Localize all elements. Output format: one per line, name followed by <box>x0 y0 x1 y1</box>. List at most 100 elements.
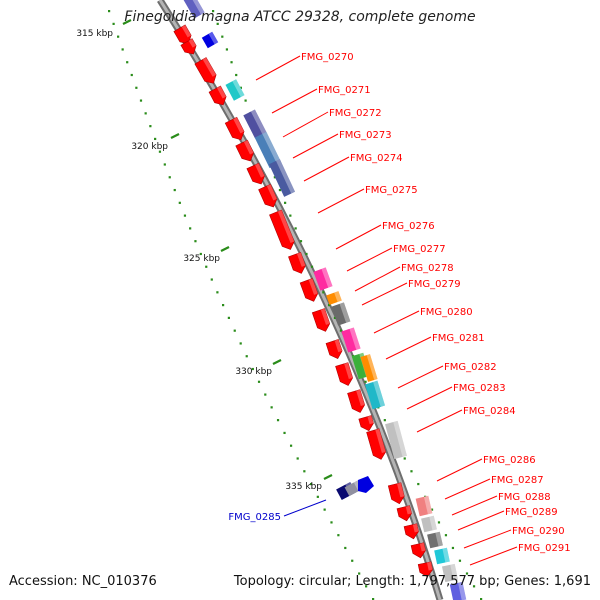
leader-line <box>406 386 453 410</box>
gene-label-fmg-0278[interactable]: FMG_0278 <box>354 263 454 292</box>
guide-dot <box>465 572 469 575</box>
gene-label-text: FMG_0290 <box>512 526 565 537</box>
feature-block <box>201 31 219 49</box>
topology-text: Topology: circular; Length: 1,797,577 bp… <box>233 574 591 589</box>
feature-block <box>243 109 267 139</box>
leader-line <box>416 409 463 433</box>
guide-dot <box>199 252 202 256</box>
guide-dot <box>163 163 166 166</box>
guide-dot <box>117 35 120 38</box>
guide-dot <box>126 61 129 64</box>
gene-label-text: FMG_0289 <box>505 507 558 518</box>
forward-gene-arrow <box>311 308 331 332</box>
gene-label-text: FMG_0271 <box>318 85 371 96</box>
leader-line <box>444 478 491 500</box>
guide-dot <box>337 534 340 537</box>
feature-block <box>254 131 282 169</box>
gene-label-fmg-0287[interactable]: FMG_0287 <box>444 475 544 500</box>
leader-line <box>397 365 444 389</box>
guide-dot <box>430 508 434 511</box>
feature-block <box>183 0 205 19</box>
gene-label-fmg-0274[interactable]: FMG_0274 <box>303 153 403 182</box>
kbp-tick <box>272 359 282 365</box>
gene-label-fmg-0273[interactable]: FMG_0273 <box>292 130 392 159</box>
gene-label-fmg-0277[interactable]: FMG_0277 <box>346 244 446 272</box>
leader-line <box>469 546 518 566</box>
gene-label-fmg-0280[interactable]: FMG_0280 <box>373 307 473 334</box>
guide-dot <box>264 393 267 396</box>
guide-dot <box>257 380 261 383</box>
guide-dot <box>358 572 361 575</box>
gene-label-text: FMG_0288 <box>498 492 551 503</box>
guide-dot <box>121 48 124 51</box>
gene-label-text: FMG_0283 <box>453 383 506 394</box>
guide-dot <box>296 457 299 460</box>
gene-label-fmg-0291[interactable]: FMG_0291 <box>469 543 571 566</box>
gene-label-fmg-0288[interactable]: FMG_0288 <box>451 492 551 516</box>
guide-dot <box>330 521 333 524</box>
forward-gene-arrow <box>246 162 265 185</box>
gene-label-fmg-0272[interactable]: FMG_0272 <box>282 108 382 138</box>
forward-gene-arrow <box>173 24 192 45</box>
guide-dot <box>173 188 176 192</box>
gene-label-fmg-0282[interactable]: FMG_0282 <box>397 362 497 389</box>
leader-line <box>282 111 329 138</box>
guide-dot <box>251 367 254 371</box>
gene-label-fmg-0290[interactable]: FMG_0290 <box>463 526 565 549</box>
guide-dot <box>364 380 367 383</box>
kbp-tick-label: 315 kbp <box>76 29 113 39</box>
guide-dot <box>112 22 115 25</box>
forward-gene-arrow <box>410 542 426 559</box>
gene-label-fmg-0276[interactable]: FMG_0276 <box>335 221 435 250</box>
forward-gene-arrow <box>347 389 366 413</box>
leader-line <box>303 156 350 182</box>
reverse-gene-arrow <box>358 476 374 493</box>
forward-gene-arrow <box>208 85 227 106</box>
guide-dot <box>316 495 319 498</box>
guide-dot <box>154 137 157 141</box>
gene-label-fmg-0285[interactable]: FMG_0285 <box>228 499 327 523</box>
gene-label-text: FMG_0275 <box>365 185 418 196</box>
guide-dot <box>322 291 325 294</box>
feature-block <box>268 159 296 197</box>
gene-label-fmg-0270[interactable]: FMG_0270 <box>255 52 354 81</box>
forward-gene-arrow <box>235 139 254 162</box>
gene-label-fmg-0271[interactable]: FMG_0271 <box>271 85 371 114</box>
forward-gene-arrow <box>180 38 197 55</box>
feature-block <box>326 291 342 305</box>
gene-label-fmg-0286[interactable]: FMG_0286 <box>436 455 536 482</box>
feature-block <box>385 420 407 460</box>
gene-label-text: FMG_0281 <box>432 333 485 344</box>
guide-dot <box>284 201 287 204</box>
gene-label-text: FMG_0286 <box>483 455 536 466</box>
feature-block <box>341 327 361 353</box>
leader-line <box>346 247 393 272</box>
guide-dot <box>278 188 282 192</box>
gene-label-fmg-0279[interactable]: FMG_0279 <box>361 279 461 306</box>
leader-line <box>283 499 327 517</box>
gene-label-fmg-0275[interactable]: FMG_0275 <box>317 185 418 214</box>
guide-dot <box>309 482 313 486</box>
guide-dot <box>245 355 248 358</box>
gene-label-fmg-0289[interactable]: FMG_0289 <box>457 507 558 531</box>
feature-block <box>225 79 245 101</box>
guide-dot <box>276 419 280 422</box>
feature-block <box>441 563 459 583</box>
leader-line <box>457 510 505 531</box>
guide-dot <box>221 35 224 38</box>
feature-block <box>415 495 433 517</box>
guide-dot <box>323 508 326 511</box>
guide-dot <box>472 585 476 588</box>
kbp-tick-label: 320 kbp <box>131 142 168 152</box>
gene-label-fmg-0281[interactable]: FMG_0281 <box>385 333 485 360</box>
guide-dot <box>139 99 143 102</box>
forward-gene-arrow <box>325 339 343 359</box>
guide-dot <box>144 112 147 115</box>
guide-dot <box>158 150 162 153</box>
gene-label-text: FMG_0270 <box>301 52 354 63</box>
gene-label-text: FMG_0280 <box>420 307 473 318</box>
gene-label-fmg-0284[interactable]: FMG_0284 <box>416 406 516 433</box>
gene-label-fmg-0283[interactable]: FMG_0283 <box>406 383 506 410</box>
kbp-tick-label: 330 kbp <box>235 367 272 377</box>
guide-dot <box>328 304 331 307</box>
